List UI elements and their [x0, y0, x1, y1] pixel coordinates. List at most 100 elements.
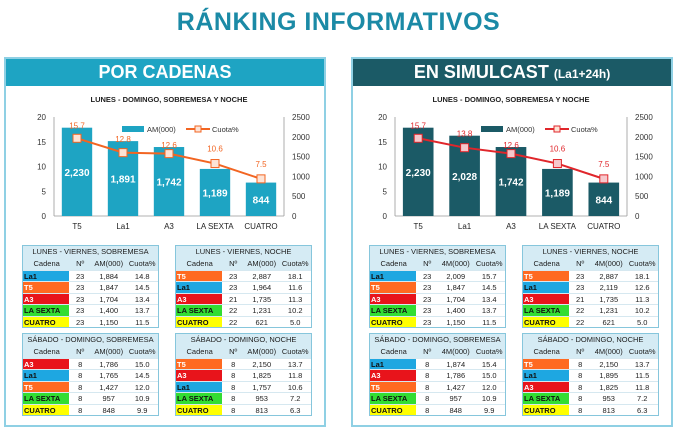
table-header-row: Cadena Nº AM(000) Cuota%: [176, 258, 311, 270]
legend-bar-label: AM(000): [147, 125, 176, 134]
table-cell: 1,757: [252, 382, 272, 392]
legend-line-marker: [553, 125, 561, 133]
table-cell: 1,874: [446, 359, 466, 369]
bar: [542, 168, 573, 216]
cuota-marker: [552, 159, 562, 169]
table-row: LA SEXTA 23 1,400 13.7: [370, 304, 505, 316]
table-cell: 12.0: [481, 382, 497, 392]
table-cell: 10.6: [287, 382, 303, 392]
channel-cell: LA SEXTA: [523, 393, 570, 404]
channel-cell: T5: [370, 381, 417, 392]
column-header: Cadena: [33, 347, 60, 356]
table-row: T5 8 2,150 13.7: [176, 357, 311, 369]
channel-cell: A3: [370, 293, 417, 304]
column-header: 4M(000): [594, 347, 623, 356]
cuota-marker: [599, 174, 609, 184]
table-row: T5 23 1,847 14.5: [370, 281, 505, 293]
channel-cell: La1: [370, 358, 417, 369]
table-cell: 1,231: [599, 306, 619, 315]
panel-simulcast: EN SIMULCAST (La1+24h) LUNES - DOMINGO, …: [351, 57, 673, 427]
legend-bar-swatch: [122, 126, 144, 132]
table-cell: 813: [255, 405, 268, 415]
legend-line-label: Cuota%: [212, 125, 239, 134]
channel-cell: La1: [523, 282, 570, 293]
table-title: SÁBADO - DOMINGO, NOCHE: [176, 334, 311, 346]
ranking-table: LUNES - VIERNES, NOCHE Cadena Nº AM(000) Cuo…: [175, 245, 312, 328]
table-cell: 11.5: [135, 317, 150, 327]
column-header: 4M(000): [441, 259, 470, 268]
column-header: Nº: [76, 259, 85, 268]
column-header: Cadena: [186, 259, 213, 268]
table-cell: 11.5: [482, 317, 497, 327]
bar: [153, 147, 185, 216]
table-cell: 1,825: [252, 371, 272, 380]
table-row: T5 8 1,427 12.0: [370, 380, 505, 392]
table-cell: 10.9: [481, 394, 497, 403]
table-row: T5 8 1,427 12.0: [23, 380, 158, 392]
cuota-data-label: 7.5: [598, 160, 610, 169]
table-row: A3 8 1,786 15.0: [370, 369, 505, 381]
table-cell: 1,704: [99, 294, 119, 304]
channel-cell: La1: [176, 282, 223, 293]
table-cell: 23: [422, 271, 432, 281]
channel-cell: LA SEXTA: [523, 305, 570, 316]
ranking-table: LUNES - VIERNES, SOBREMESA Cadena Nº 4M(000…: [369, 245, 506, 328]
table-cell: 23: [75, 306, 85, 315]
cuota-data-label: 15.7: [69, 122, 85, 131]
channel-cell: A3: [523, 293, 570, 304]
chart-title: LUNES - DOMINGO, SOBREMESA Y NOCHE: [433, 95, 590, 104]
table-cell: 8: [578, 382, 583, 392]
table-cell: 23: [422, 306, 432, 315]
x-tick-label: CUATRO: [244, 222, 277, 231]
channel-cell: T5: [523, 358, 570, 369]
table-cell: 13.4: [134, 294, 150, 304]
table-cell: 1,735: [599, 294, 619, 304]
table-cell: 23: [75, 283, 85, 292]
table-row: A3 8 1,825 11.8: [176, 369, 311, 381]
bar-value-label: 844: [595, 195, 612, 206]
ranking-table: SÁBADO - DOMINGO, NOCHE Cadena Nº AM(000) Cu…: [175, 333, 312, 416]
table-cell: 11.3: [288, 294, 303, 304]
column-header: Cadena: [533, 259, 560, 268]
left-tick-label: 20: [37, 113, 46, 122]
table-row: La1 23 1,884 14.8: [23, 269, 158, 281]
table-cell: 1,786: [446, 371, 466, 380]
cuota-data-label: 12.6: [503, 141, 519, 150]
table-cell: 11.3: [635, 294, 650, 304]
table-cell: 9.9: [484, 405, 495, 415]
ranking-table: LUNES - VIERNES, NOCHE Cadena Nº 4M(000) Cuo…: [522, 245, 659, 328]
chart-simulcast: LUNES - DOMINGO, SOBREMESA Y NOCHE 0 5 10 15…: [378, 95, 653, 231]
table-row: A3 8 1,786 15.0: [23, 357, 158, 369]
channel-cell: CUATRO: [176, 404, 223, 415]
column-header: Cadena: [380, 347, 407, 356]
table-cell: 953: [602, 394, 615, 403]
table-row: CUATRO 23 1,150 11.5: [23, 315, 158, 327]
right-tick-label: 1500: [292, 153, 310, 162]
table-cell: 11.5: [635, 371, 650, 380]
bar-value-label: 1,189: [202, 188, 227, 199]
table-cell: 8: [425, 359, 430, 369]
cuota-marker: [210, 159, 220, 169]
cuota-marker: [164, 149, 174, 159]
table-cell: 1,150: [99, 317, 119, 327]
table-cell: 15.4: [481, 359, 497, 369]
right-tick-label: 0: [292, 212, 297, 221]
ranking-table: SÁBADO - DOMINGO, SOBREMESA Cadena Nº 4M(00…: [369, 333, 506, 416]
page-title: RÁNKING INFORMATIVOS: [176, 8, 501, 36]
cuota-data-label: 15.7: [410, 122, 426, 131]
left-tick-label: 15: [37, 138, 46, 147]
table-cell: 8: [231, 371, 236, 380]
channel-cell: LA SEXTA: [370, 305, 417, 316]
left-tick-label: 5: [383, 187, 388, 196]
channel-cell: CUATRO: [523, 316, 570, 327]
table-cell: 18.1: [634, 271, 650, 281]
column-header: Cadena: [380, 259, 407, 268]
table-cell: 1,231: [252, 306, 272, 315]
table-cell: 1,735: [252, 294, 272, 304]
cuota-marker: [506, 149, 516, 159]
table-cell: 848: [449, 405, 462, 415]
table-row: LA SEXTA 22 1,231 10.2: [176, 304, 311, 316]
table-cell: 12.0: [134, 382, 150, 392]
table-cell: 13.7: [287, 359, 303, 369]
right-tick-label: 1000: [292, 172, 310, 181]
